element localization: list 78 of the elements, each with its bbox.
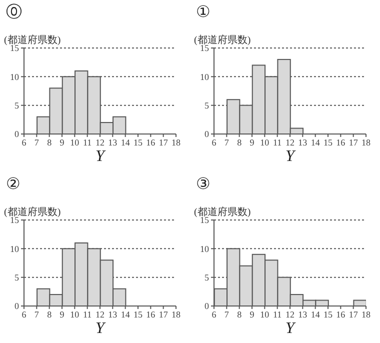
x-tick-label: 12 (96, 308, 104, 319)
chart-title: ② (6, 174, 20, 194)
x-tick-label: 16 (336, 137, 346, 148)
x-tick-label: 7 (34, 308, 40, 319)
x-tick-label: 9 (60, 308, 65, 319)
x-tick-label: 13 (108, 137, 118, 148)
x-tick-label: 16 (336, 308, 346, 319)
x-tick-label: 6 (22, 137, 27, 148)
x-tick-label: 8 (47, 308, 52, 319)
x-tick-label: 13 (108, 308, 118, 319)
x-tick-label: 9 (250, 137, 255, 148)
y-tick-label: 10 (10, 72, 20, 82)
x-tick-label: 17 (348, 308, 358, 319)
chart-title: ⓪ (6, 2, 22, 23)
x-tick-label: 17 (348, 137, 358, 148)
y-tick-label: 10 (10, 243, 20, 254)
y-tick-label: 5 (14, 272, 20, 282)
x-tick-label: 7 (34, 137, 40, 148)
y-tick-label: 0 (14, 129, 20, 140)
y-tick-label: 15 (10, 43, 20, 54)
x-tick-label: 6 (22, 308, 27, 319)
x-tick-label: 15 (324, 308, 333, 319)
x-tick-label: 16 (146, 137, 156, 148)
y-tick-label: 10 (200, 72, 210, 82)
x-tick-label: 17 (158, 308, 168, 319)
x-tick-label: 10 (260, 137, 270, 148)
x-tick-label: 16 (146, 308, 156, 319)
x-tick-label: 10 (70, 137, 80, 148)
x-tick-label: 12 (286, 137, 294, 148)
x-axis-title: Y (284, 320, 297, 338)
x-tick-label: 15 (324, 137, 333, 148)
x-tick-label: 6 (212, 308, 217, 319)
x-tick-label: 11 (82, 137, 92, 148)
y-tick-label: 15 (200, 43, 210, 54)
x-tick-label: 12 (96, 137, 104, 148)
x-tick-label: 18 (172, 308, 181, 319)
y-tick-label: 5 (204, 100, 210, 111)
y-tick-label: 5 (204, 272, 210, 282)
x-tick-label: 13 (298, 308, 308, 319)
x-tick-label: 7 (224, 308, 230, 319)
x-axis-title: Y (94, 148, 107, 166)
x-tick-label: 6 (212, 137, 217, 148)
y-tick-label: 0 (14, 300, 20, 311)
x-tick-label: 18 (362, 137, 371, 148)
x-tick-label: 14 (120, 137, 130, 148)
x-tick-label: 9 (60, 137, 65, 148)
y-axis-title: (都道府県数) (194, 34, 251, 46)
chart-title: ③ (196, 174, 210, 194)
y-tick-label: 10 (200, 243, 210, 254)
x-tick-label: 7 (224, 137, 230, 148)
x-tick-label: 11 (272, 137, 282, 148)
x-tick-label: 11 (82, 308, 92, 319)
x-tick-label: 15 (134, 308, 143, 319)
x-tick-label: 11 (272, 308, 282, 319)
x-tick-label: 15 (134, 137, 143, 148)
x-tick-label: 18 (172, 137, 181, 148)
x-tick-label: 10 (70, 308, 80, 319)
y-axis-title: (都道府県数) (4, 206, 61, 218)
x-axis-title: Y (284, 148, 297, 166)
y-axis-title: (都道府県数) (194, 206, 251, 218)
x-tick-label: 8 (237, 137, 242, 148)
y-tick-label: 0 (204, 300, 210, 311)
x-tick-label: 14 (310, 137, 320, 148)
y-axis-title: (都道府県数) (4, 34, 61, 46)
y-tick-label: 0 (204, 129, 210, 140)
x-tick-label: 9 (250, 308, 255, 319)
chart-title: ① (196, 3, 210, 22)
x-tick-label: 14 (310, 308, 320, 319)
x-tick-label: 8 (47, 137, 52, 148)
x-tick-label: 8 (237, 308, 242, 319)
y-tick-label: 5 (14, 100, 20, 111)
x-tick-label: 12 (286, 308, 294, 319)
x-tick-label: 17 (158, 137, 168, 148)
x-tick-label: 14 (120, 308, 130, 319)
x-tick-label: 10 (260, 308, 270, 319)
x-tick-label: 18 (362, 308, 371, 319)
x-axis-title: Y (94, 320, 107, 338)
x-tick-label: 13 (298, 137, 308, 148)
